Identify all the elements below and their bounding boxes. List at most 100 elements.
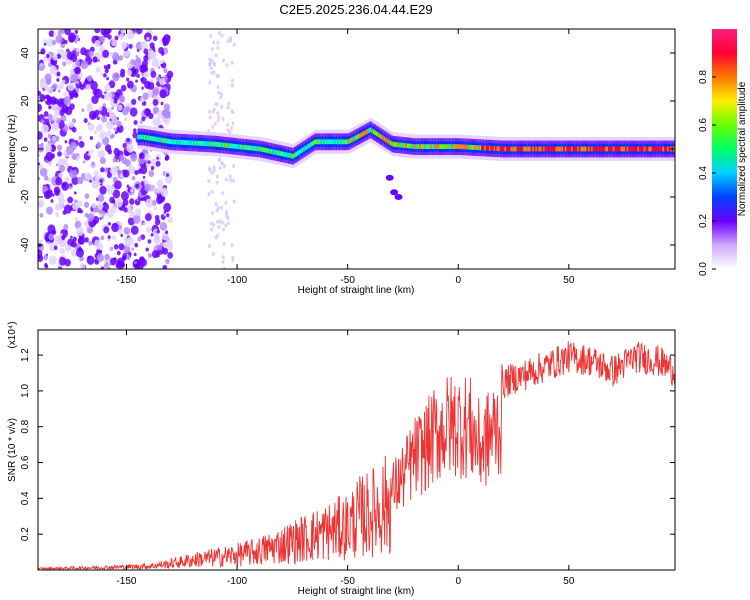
spectrogram-cell [320,139,323,145]
spectrogram-cell [145,247,149,252]
spectrogram-cell [394,142,397,147]
spectrogram-cell [197,140,201,146]
spectrogram-cell [143,71,150,79]
spectrogram-cell [92,56,98,63]
spectrogram-cell [116,127,120,132]
spectrogram-cell [164,155,170,161]
spectrogram-cell [143,134,146,140]
spectrogram-cell [108,111,115,119]
spectrogram-cell [640,146,643,152]
spectrogram-cell [241,144,244,150]
spectrogram-x-ticks: -150 -100 -50 0 50 [116,29,575,286]
spectrogram-cell [67,196,73,204]
spectrogram-cell [425,144,428,149]
spectrogram-cell [46,86,54,94]
spectrogram-cell [543,146,546,152]
snr-panel: -150 -100 -50 0 50 0.2 0.4 0.6 0.8 1.0 1.2 Height… [7,321,676,597]
spectrogram-cell [343,139,346,145]
spectrogram-cell [156,156,159,160]
spectrogram-cell [501,146,504,152]
spectrogram-cell [667,146,670,152]
spectrogram-cell [120,29,126,34]
spectrogram-cell [76,226,84,237]
spectrogram-cell [571,146,574,152]
spectrogram-cell [521,146,524,152]
spectrogram-cell [218,31,222,36]
spectrogram-cell [105,120,114,130]
spectrogram-cell [79,209,83,214]
spectrogram-cell [399,142,402,148]
spectrogram-cell [122,107,129,116]
snr-x-tick-label: -100 [227,576,247,587]
spectrogram-cell [232,164,236,169]
spectrogram-cell [578,146,581,152]
spectrogram-cell [416,144,419,149]
spectrogram-cell [71,153,78,161]
spectrogram-cell [247,145,250,151]
spectrogram-cell [64,106,73,116]
spectrogram-cell [226,39,230,44]
spectrogram-cell [216,40,220,45]
spectrogram-cell [134,261,137,265]
spectrogram-cell [101,215,105,219]
spectrogram-cell [487,145,490,151]
spectrogram-cell [114,35,119,41]
spectrogram-cell [38,201,41,206]
spectrogram-cell [74,199,78,204]
spectrogram-cell [422,144,425,149]
spectrogram-cell [554,146,557,152]
spectrogram-cell [157,244,163,251]
spectrogram-cell [64,176,70,183]
spectrogram-cell [639,146,642,152]
spectrogram-cell [314,139,317,145]
spectrogram-cell [628,146,631,152]
spectrogram-cell [293,152,297,158]
spectrogram-cell [133,59,142,69]
spectrogram-cell [597,146,600,152]
spectrogram-cell [227,101,231,106]
spectrogram-cell [575,146,578,152]
spectrogram-cell [321,139,324,145]
spectrogram-cell [58,172,63,179]
spectrogram-cell [52,83,58,90]
spectrogram-cell [130,225,139,235]
spectrogram-cell [403,143,407,148]
spectrogram-cell [149,78,154,83]
spectrogram-cell [147,50,156,60]
spectrogram-cell [524,146,527,152]
spectrogram-cell [94,88,103,99]
spectrogram-cell [48,30,55,38]
spectrogram-cell [471,144,475,150]
spectrogram-cell [142,92,149,100]
spectrogram-cell [44,95,53,106]
spectrogram-cell [151,57,160,68]
spectrogram-cell [318,139,321,145]
spectrogram-cell [577,146,580,152]
spectrogram-cell [229,178,233,183]
spectrogram-cell [615,146,619,152]
spectrogram-cell [83,201,90,208]
spectrogram-cell [212,168,216,173]
spectrogram-cell [124,116,128,121]
spectrogram-cell [57,89,61,93]
spectrogram-cell [636,146,639,152]
spectrogram-cell [143,55,149,62]
spectrogram-cell [210,221,214,226]
spectrogram-cell [99,185,107,195]
spectrogram-cell [214,102,218,107]
spectrogram-cell [536,146,540,152]
spectrogram-cell [659,146,662,152]
spectrogram-cell [651,146,654,152]
spectrogram-cell [99,178,103,183]
spectrogram-cell [122,43,127,48]
spectrogram-cell [334,139,337,145]
spectrogram-cell [307,143,311,149]
spectrogram-cell [51,39,57,46]
spectrogram-cell [101,202,109,212]
spectrogram-cell [69,69,75,75]
spectrogram-cell [340,139,343,145]
spectrogram-cell [61,79,66,85]
spectrogram-cell [100,235,105,241]
spectrogram-cell [43,254,48,261]
spectrogram-cell [236,144,239,149]
